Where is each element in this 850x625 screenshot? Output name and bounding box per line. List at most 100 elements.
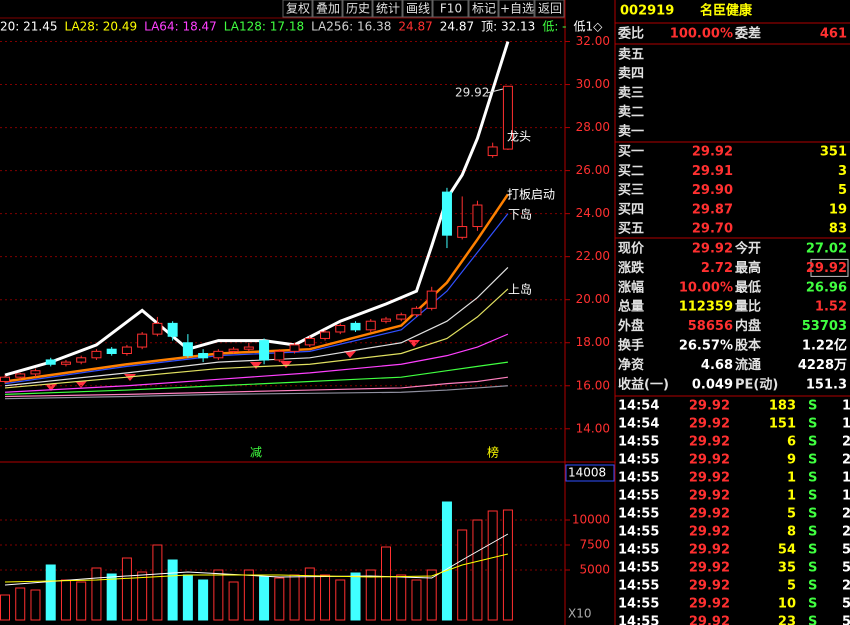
ma-line: [4, 267, 509, 387]
trade-volume: 5: [787, 507, 796, 522]
toolbar-label[interactable]: 复权: [286, 2, 310, 16]
trade-price: 29.92: [689, 615, 730, 625]
ma-line: [4, 376, 509, 398]
toolbar-button[interactable]: [402, 0, 433, 18]
candle-body: [274, 350, 285, 361]
ask-label: 卖三: [618, 85, 644, 101]
trade-count: 2: [842, 453, 850, 468]
ma-line: [4, 333, 509, 393]
annotation: 榜: [487, 445, 499, 460]
toolbar-label[interactable]: +自选: [500, 2, 534, 16]
toolbar-button[interactable]: [498, 0, 535, 18]
trade-side: S: [808, 507, 817, 522]
candle-body: [335, 325, 346, 333]
toolbar-button[interactable]: [312, 0, 343, 18]
trade-count: 5: [842, 561, 850, 576]
trade-side: S: [808, 435, 817, 450]
toolbar-label[interactable]: F10: [440, 2, 462, 16]
candle-body: [320, 331, 331, 339]
stat-label: 总量: [618, 299, 644, 315]
candle-body: [0, 376, 10, 382]
stat-value: 26.57%: [679, 339, 733, 354]
candle-body: [213, 350, 224, 359]
trade-side: S: [808, 417, 817, 432]
toolbar-button[interactable]: [342, 0, 373, 18]
toolbar-button[interactable]: [468, 0, 499, 18]
trade-time: 14:54: [618, 417, 659, 432]
stat-label: 内盘: [735, 318, 761, 334]
volume-bar: [411, 579, 422, 621]
stat-value: 58656: [688, 319, 733, 334]
trade-volume: 9: [787, 453, 796, 468]
annotation: 下岛: [508, 207, 532, 222]
trade-price: 29.92: [689, 597, 730, 612]
toolbar-label[interactable]: 返回: [538, 2, 562, 16]
bid-label: 买五: [618, 222, 644, 237]
candle-body: [243, 346, 254, 350]
toolbar-button[interactable]: [282, 0, 313, 18]
bid-price: 29.91: [692, 164, 733, 179]
candle-body: [472, 204, 483, 228]
trade-count: 1: [842, 489, 850, 504]
volume-bar: [289, 574, 300, 621]
trade-time: 14:55: [618, 507, 659, 522]
bid-price: 29.70: [692, 222, 733, 237]
stat-label: 涨幅: [617, 279, 644, 295]
y-tick-label: 20.00: [576, 292, 610, 306]
candle-body: [259, 340, 270, 361]
trade-count: 2: [842, 435, 850, 450]
candle-body: [381, 318, 391, 322]
summary-label: 委差: [734, 26, 761, 42]
annotation: 打板启动: [507, 188, 555, 202]
trade-side: S: [808, 471, 817, 486]
y-tick-label: 24.00: [576, 206, 610, 220]
trade-side: S: [808, 525, 817, 540]
trade-price: 29.92: [689, 561, 730, 576]
toolbar-label[interactable]: 历史: [346, 2, 370, 16]
stock-name: 名臣健康: [700, 3, 753, 19]
volume-bar: [426, 569, 437, 621]
stat-value: 29.92: [806, 261, 847, 276]
trade-price: 29.92: [689, 489, 730, 504]
bid-label: 买四: [618, 202, 644, 217]
y-tick-label: 18.00: [576, 335, 610, 349]
trade-count: 1: [842, 471, 850, 486]
volume-bar: [320, 574, 331, 621]
stat-label: 流通: [735, 357, 761, 373]
volume-bar: [76, 581, 87, 621]
stat-label: 量比: [735, 299, 761, 315]
volume-bar: [213, 569, 224, 621]
summary-label: 委比: [617, 26, 644, 42]
toolbar-label[interactable]: 标记: [472, 2, 496, 16]
trade-time: 14:55: [618, 471, 659, 486]
ma-header-item: 20: 21.45: [0, 20, 57, 34]
trade-count: 2: [842, 579, 850, 594]
y-tick-label: 30.00: [576, 77, 610, 91]
trade-time: 14:55: [618, 453, 659, 468]
volume-bar: [106, 573, 117, 621]
trade-price: 29.92: [689, 453, 730, 468]
trade-time: 14:55: [618, 561, 659, 576]
y-tick-label: 32.00: [576, 34, 610, 48]
stat-value: 4228万: [798, 358, 847, 373]
trade-price: 29.92: [689, 579, 730, 594]
candle-body: [137, 333, 148, 348]
trade-count: 2: [842, 525, 850, 540]
candle-body: [396, 314, 407, 320]
ask-label: 卖五: [618, 47, 644, 63]
stat-label: 最高: [735, 260, 761, 276]
toolbar-button[interactable]: [534, 0, 565, 18]
trade-price: 29.92: [689, 507, 730, 522]
trade-volume: 183: [769, 399, 796, 414]
trade-volume: 8: [787, 525, 796, 540]
stat-value: 1.22亿: [802, 338, 847, 354]
toolbar-button[interactable]: [432, 0, 469, 18]
toolbar-label[interactable]: 画线: [406, 2, 430, 16]
toolbar-label[interactable]: 叠加: [316, 2, 340, 16]
trade-count: 5: [842, 615, 850, 625]
trade-side: S: [808, 579, 817, 594]
toolbar-button[interactable]: [372, 0, 403, 18]
toolbar-label[interactable]: 统计: [376, 2, 400, 16]
trade-side: S: [808, 615, 817, 625]
y-tick-label: 5000: [579, 563, 610, 577]
